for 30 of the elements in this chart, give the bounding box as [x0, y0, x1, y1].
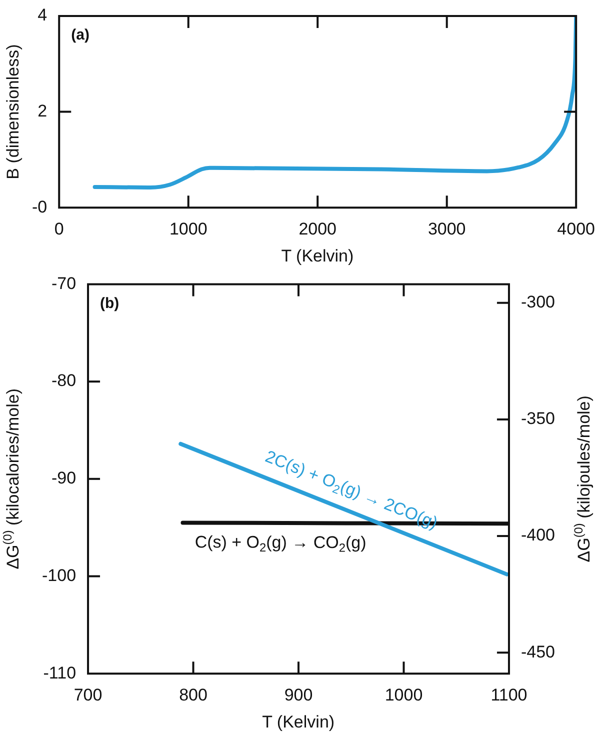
- y2-tick-label: -350: [520, 409, 556, 428]
- y-tick-label: 2: [38, 101, 48, 120]
- y2-tick-label: -400: [520, 526, 556, 545]
- x-tick-label: 800: [179, 685, 208, 704]
- x-tick-label: 4000: [557, 219, 596, 238]
- y-axis-title: ΔG(0) (kilocalories/mole): [0, 388, 23, 570]
- annotation: (b): [100, 294, 120, 312]
- x-tick-label: 1100: [490, 685, 528, 704]
- x-tick-label: 900: [284, 685, 313, 704]
- y-tick-label: -100: [42, 566, 76, 585]
- x-axis-title: T (Kelvin): [281, 246, 354, 266]
- x-tick-label: 3000: [428, 219, 466, 238]
- y2-tick-label: -300: [520, 292, 556, 312]
- y2-tick-label: -450: [520, 642, 556, 662]
- y-tick-label: -80: [51, 371, 76, 390]
- y2-axis-title: ΔG(0) (kilojoules/mole): [571, 396, 594, 562]
- x-tick-label: 700: [74, 685, 102, 704]
- y-axis-title: B (dimensionless): [4, 44, 23, 180]
- y-tick-label: -90: [51, 468, 76, 488]
- line-series: [92, 16, 576, 190]
- x-tick-label: 1000: [169, 219, 208, 238]
- y-tick-label: 4: [38, 6, 48, 25]
- x-tick-label: 2000: [298, 219, 337, 238]
- y-tick-label: -0: [32, 197, 48, 216]
- annotation: (a): [71, 26, 90, 44]
- x-tick-label: 0: [54, 219, 64, 238]
- x-axis-title: T (Kelvin): [262, 712, 335, 732]
- y-tick-label: -110: [43, 663, 76, 682]
- y-tick-label: -70: [51, 274, 76, 293]
- x-tick-label: 1000: [384, 685, 423, 704]
